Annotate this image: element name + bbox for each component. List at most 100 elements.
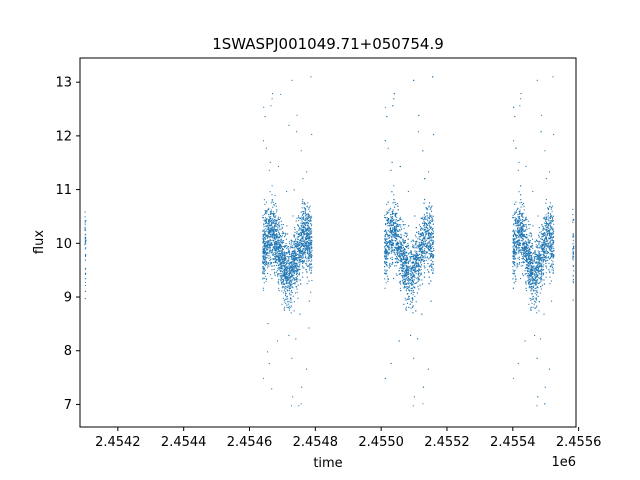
data-point xyxy=(397,205,399,207)
data-point xyxy=(291,252,293,254)
data-point xyxy=(269,245,271,247)
data-point xyxy=(415,244,417,246)
data-point xyxy=(408,282,411,284)
data-point xyxy=(408,279,410,281)
data-point xyxy=(523,251,525,253)
data-point xyxy=(306,224,309,226)
data-point xyxy=(388,248,390,250)
data-point xyxy=(302,218,305,220)
data-point xyxy=(301,211,303,213)
data-point xyxy=(291,257,293,259)
data-point xyxy=(277,275,279,277)
data-point xyxy=(274,212,276,214)
data-point xyxy=(311,231,313,233)
data-point xyxy=(274,271,276,273)
data-point xyxy=(296,266,298,268)
data-point xyxy=(404,239,406,242)
data-point xyxy=(309,228,311,231)
data-point xyxy=(387,254,389,256)
data-point xyxy=(405,286,407,288)
data-point xyxy=(290,270,292,272)
data-point xyxy=(308,215,310,217)
data-point xyxy=(276,245,278,247)
data-point xyxy=(408,286,410,289)
data-point xyxy=(431,219,433,221)
data-point xyxy=(387,280,389,282)
data-point xyxy=(424,239,426,241)
data-point xyxy=(308,230,310,232)
data-point xyxy=(280,262,282,264)
data-point xyxy=(301,386,303,388)
data-point xyxy=(281,282,283,284)
data-points xyxy=(84,76,575,407)
data-point xyxy=(539,231,541,233)
data-point xyxy=(271,93,274,95)
data-point xyxy=(390,220,393,222)
data-point xyxy=(269,249,271,251)
data-point xyxy=(271,223,273,225)
data-point xyxy=(387,245,389,247)
data-point xyxy=(399,245,401,248)
data-point xyxy=(302,239,304,241)
data-point xyxy=(269,230,271,232)
data-point xyxy=(424,248,426,250)
data-point xyxy=(512,140,515,142)
data-point xyxy=(283,245,285,247)
data-point xyxy=(273,220,275,222)
data-point xyxy=(414,234,416,236)
data-point xyxy=(405,257,407,259)
data-point xyxy=(292,256,294,258)
data-point xyxy=(266,252,268,254)
data-point xyxy=(273,234,275,236)
data-point xyxy=(287,275,289,277)
data-point xyxy=(403,278,405,280)
data-point xyxy=(278,234,280,236)
data-point xyxy=(290,263,292,265)
data-point xyxy=(307,244,309,246)
data-point xyxy=(296,236,298,238)
data-point xyxy=(295,258,297,260)
data-point xyxy=(290,294,292,296)
data-point xyxy=(273,241,275,244)
data-point xyxy=(283,290,286,292)
data-point xyxy=(294,228,296,231)
data-point xyxy=(412,258,414,260)
data-point xyxy=(514,211,516,213)
data-point xyxy=(268,213,270,216)
data-point xyxy=(419,239,421,241)
data-point xyxy=(422,386,425,388)
data-point xyxy=(268,236,270,238)
data-point xyxy=(307,216,309,218)
data-point xyxy=(396,253,398,255)
data-point xyxy=(390,227,392,229)
data-point xyxy=(384,217,386,219)
data-point xyxy=(85,242,87,244)
data-point xyxy=(303,245,305,248)
data-point xyxy=(271,258,273,260)
data-point xyxy=(302,244,304,246)
data-point xyxy=(286,225,288,227)
data-point xyxy=(296,217,298,219)
data-point xyxy=(521,220,524,222)
data-point xyxy=(296,240,298,243)
data-point xyxy=(400,254,402,256)
data-point xyxy=(432,215,434,217)
data-point xyxy=(84,211,86,213)
data-point xyxy=(394,201,396,203)
data-point xyxy=(309,233,311,235)
data-point xyxy=(423,202,425,204)
data-point xyxy=(298,269,300,271)
data-point xyxy=(305,238,307,240)
data-point xyxy=(517,215,519,217)
data-point xyxy=(275,249,277,252)
data-point xyxy=(304,208,307,210)
data-point xyxy=(279,242,281,244)
data-point xyxy=(287,273,290,275)
data-point xyxy=(273,245,276,247)
data-point xyxy=(84,216,86,218)
data-point xyxy=(392,227,394,229)
data-point xyxy=(406,298,408,300)
data-point xyxy=(273,232,275,234)
data-point xyxy=(276,233,278,235)
